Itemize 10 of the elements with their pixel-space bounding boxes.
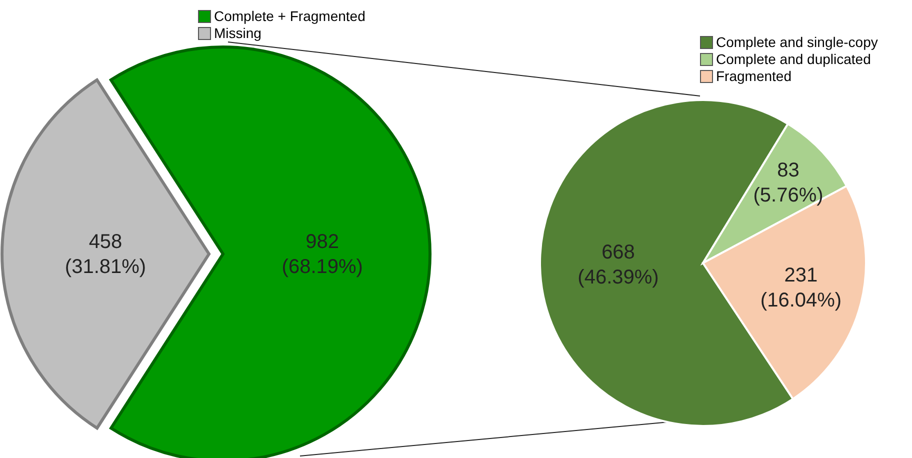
legend-label: Fragmented <box>716 68 792 85</box>
legend-label: Complete and duplicated <box>716 51 871 68</box>
legend-label: Complete and single-copy <box>716 34 878 51</box>
legend-label: Complete + Fragmented <box>214 8 366 25</box>
legend-label: Missing <box>214 25 262 42</box>
data-label: 668 (46.39%) <box>578 242 659 289</box>
data-label: 231 (16.04%) <box>760 264 842 312</box>
data-label: 458 (31.81%) <box>64 231 146 278</box>
data-label: 982 (68.19%) <box>282 230 363 278</box>
data-label: 83 (5.76%) <box>753 159 824 206</box>
